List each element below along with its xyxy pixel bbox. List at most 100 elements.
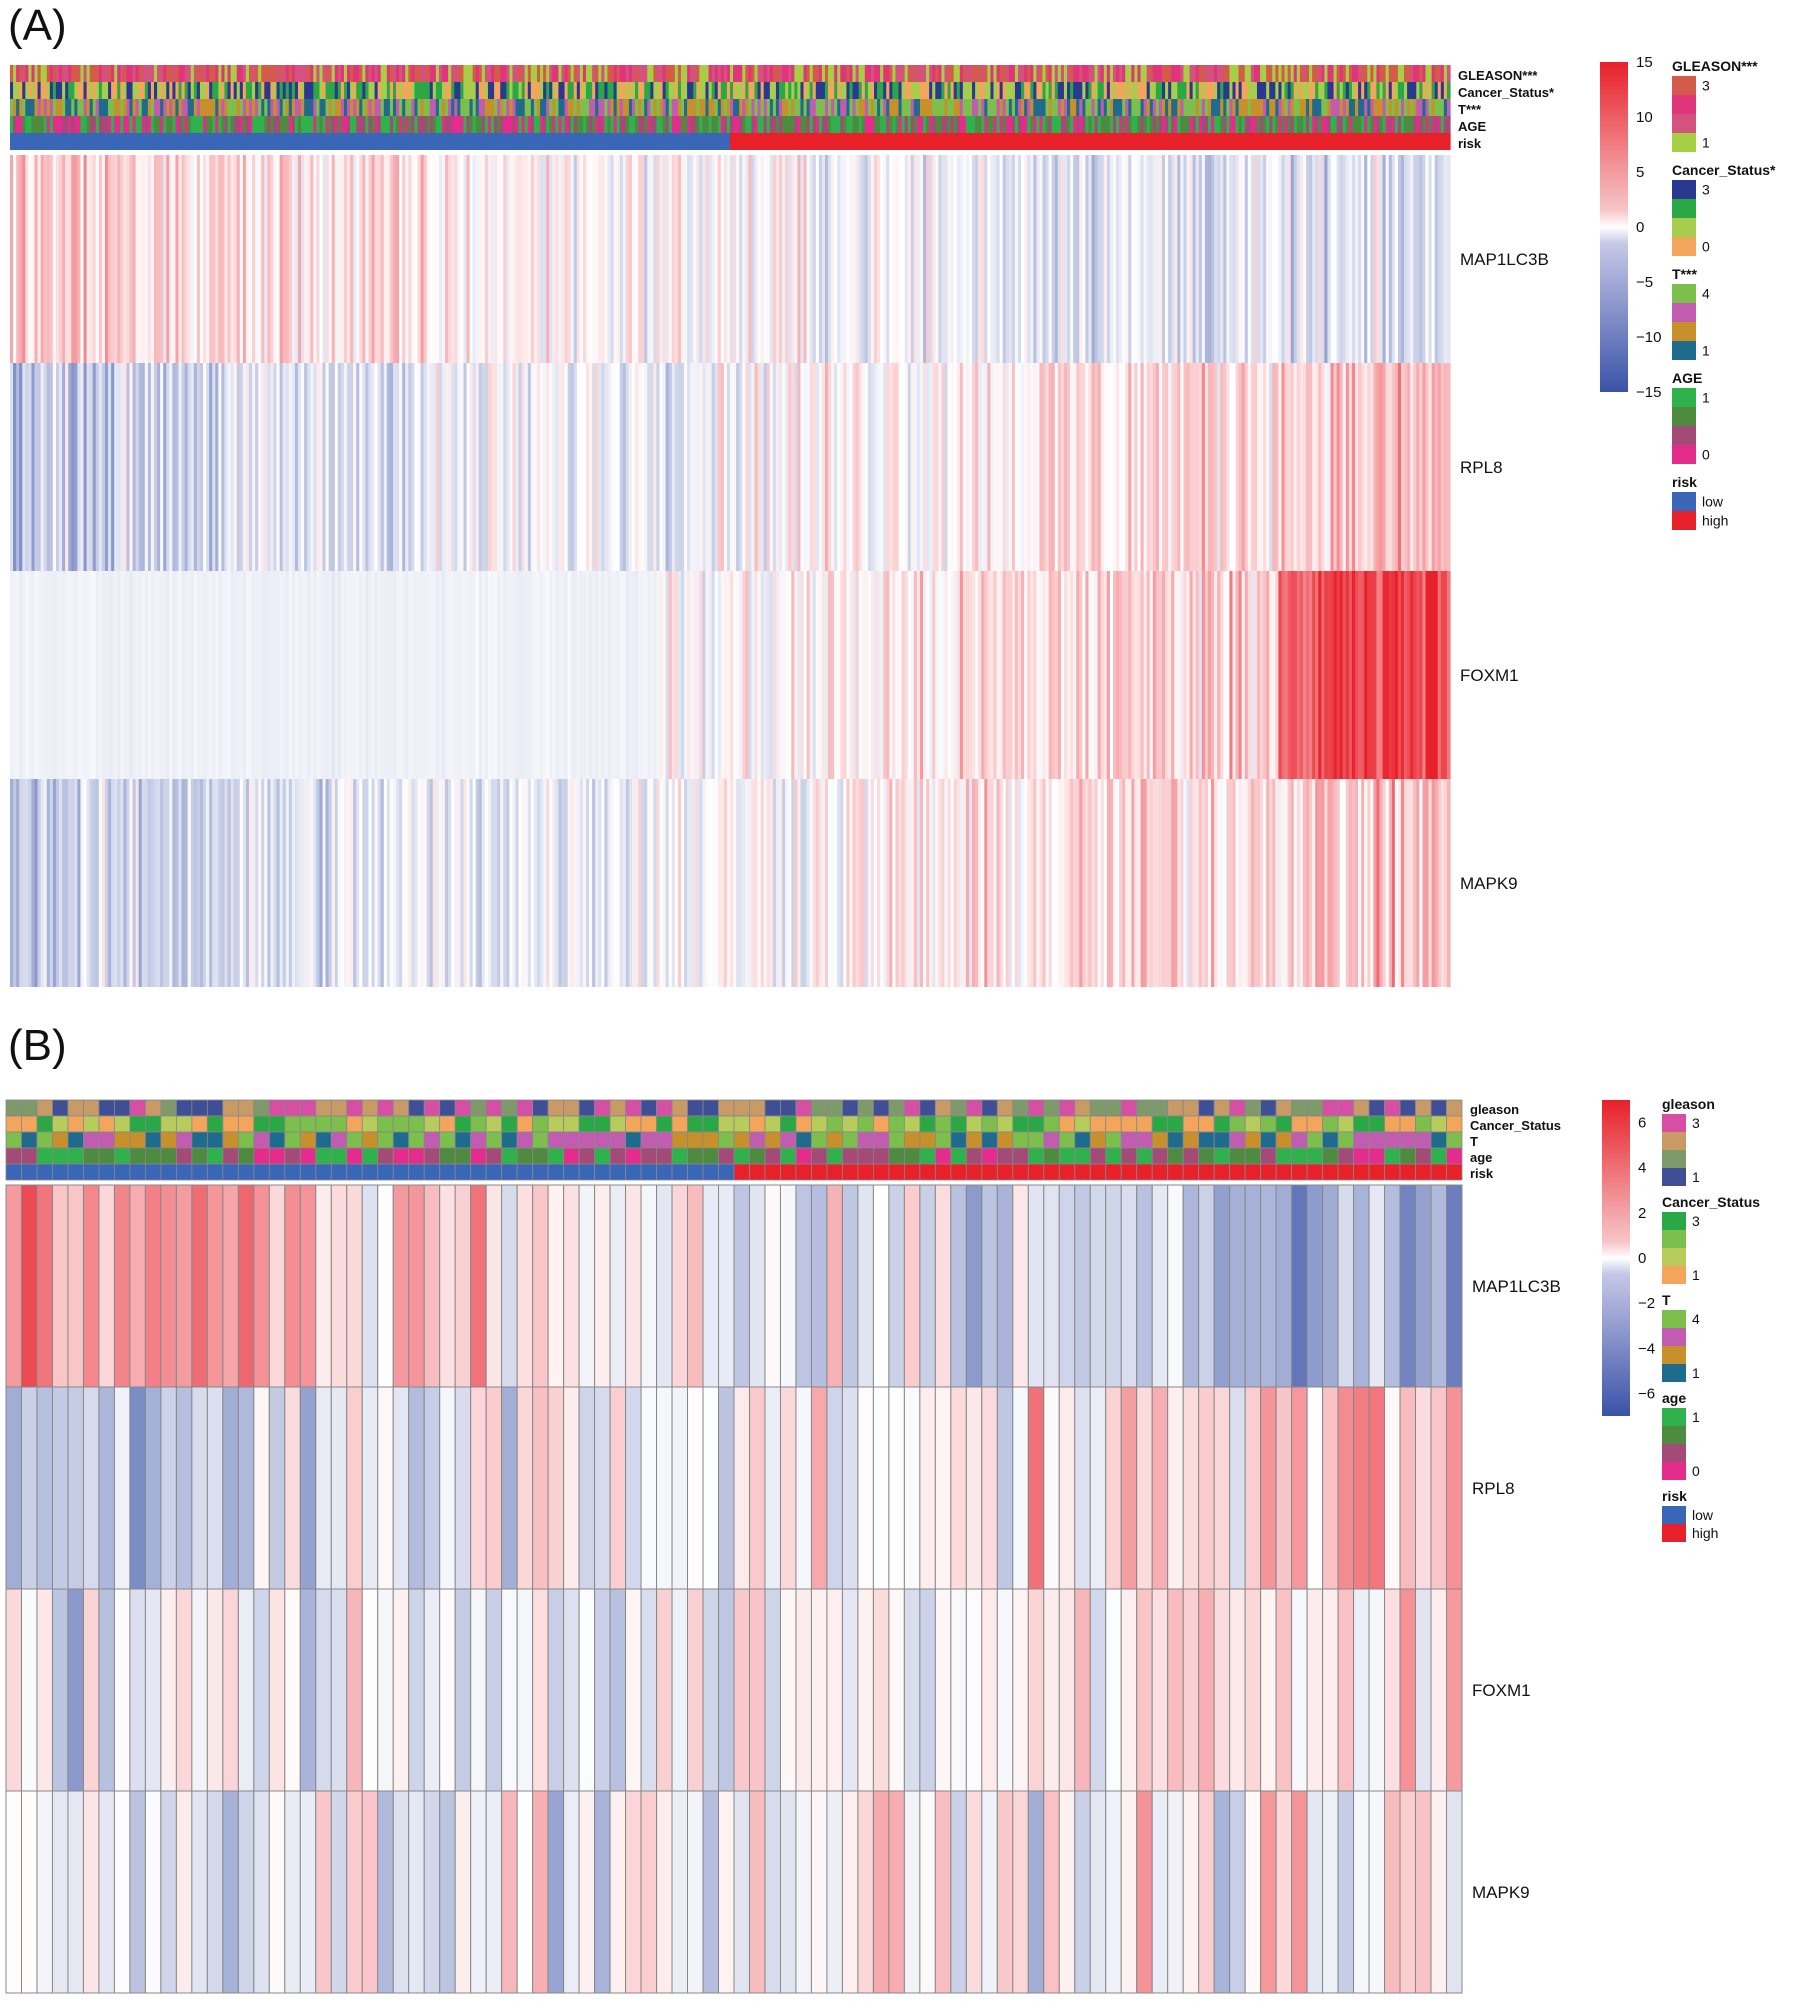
- annotation-cell: [147, 99, 152, 116]
- annotation-cell: [503, 65, 507, 82]
- heatmap-cell: [319, 571, 324, 779]
- heatmap-cell: [1103, 779, 1108, 987]
- annotation-cell: [923, 99, 927, 116]
- annotation-cell: [1024, 82, 1028, 99]
- annotation-cell: [80, 82, 85, 99]
- annotation-cell: [1217, 65, 1221, 82]
- annotation-cell: [402, 116, 406, 133]
- annotation-cell: [1195, 99, 1200, 116]
- heatmap-cell: [1425, 571, 1430, 779]
- annotation-cell: [13, 133, 17, 150]
- annotation-cell: [1309, 82, 1313, 99]
- heatmap-cell: [1223, 155, 1227, 363]
- annotation-cell: [389, 65, 394, 82]
- annotation-cell: [1186, 99, 1191, 116]
- annotation-cell: [221, 99, 226, 116]
- heatmap-cell: [1446, 779, 1451, 987]
- heatmap-cell: [239, 571, 244, 779]
- annotation-cell: [1005, 133, 1010, 150]
- heatmap-cell: [392, 363, 397, 571]
- annotation-cell: [291, 82, 296, 99]
- annotation-cell: [454, 99, 458, 116]
- heatmap-cell: [160, 363, 164, 571]
- heatmap-cell: [316, 571, 321, 779]
- heatmap-cell: [1333, 155, 1338, 363]
- heatmap-cell: [1097, 155, 1102, 363]
- annotation-cell: [117, 116, 121, 133]
- heatmap-cell: [622, 155, 627, 363]
- heatmap-cell: [625, 571, 630, 779]
- annotation-cell: [285, 133, 290, 150]
- annotation-cell: [843, 82, 848, 99]
- heatmap-cell: [1074, 1386, 1091, 1590]
- heatmap-cell: [561, 155, 566, 363]
- annotation-cell: [570, 82, 575, 99]
- annotation-cell: [334, 99, 339, 116]
- heatmap-cell: [129, 363, 134, 571]
- heatmap-cell: [497, 363, 501, 571]
- annotation-cell: [1404, 82, 1408, 99]
- heatmap-cell: [659, 779, 664, 987]
- annotation-cell: [870, 133, 875, 150]
- annotation-cell: [356, 116, 360, 133]
- heatmap-cell: [788, 571, 792, 779]
- heatmap-cell: [635, 155, 639, 363]
- annotation-cell: [1425, 133, 1430, 150]
- annotation-cell: [408, 1131, 425, 1149]
- heatmap-cell: [359, 155, 363, 363]
- heatmap-cell: [1018, 779, 1022, 987]
- annotation-cell: [132, 82, 137, 99]
- annotation-cell: [1339, 133, 1344, 150]
- annotation-cell: [1315, 82, 1319, 99]
- annotation-cell: [874, 99, 878, 116]
- annotation-cell: [475, 99, 480, 116]
- heatmap-cell: [1339, 779, 1344, 987]
- heatmap-cell: [867, 779, 872, 987]
- heatmap-cell: [1177, 779, 1181, 987]
- annotation-cell: [564, 116, 569, 133]
- annotation-cell: [484, 99, 489, 116]
- annotation-cell: [1057, 99, 1062, 116]
- annotation-cell: [589, 116, 593, 133]
- heatmap-cell: [515, 363, 520, 571]
- heatmap-cell: [491, 571, 495, 779]
- annotation-cell: [857, 1163, 874, 1181]
- heatmap-cell: [43, 779, 48, 987]
- annotation-cell: [1269, 133, 1273, 150]
- heatmap-cell: [625, 779, 630, 987]
- annotation-cell: [253, 1163, 270, 1181]
- heatmap-cell: [196, 779, 201, 987]
- heatmap-cell: [432, 363, 437, 571]
- annotation-cell: [780, 1163, 797, 1181]
- heatmap-cell: [346, 1386, 363, 1590]
- heatmap-cell: [1165, 363, 1169, 571]
- heatmap-cell: [941, 571, 946, 779]
- heatmap-cell: [144, 1386, 162, 1590]
- heatmap-cell: [325, 571, 330, 779]
- annotation-cell: [889, 133, 893, 150]
- annotation-cell: [1250, 133, 1255, 150]
- heatmap-cell: [230, 571, 235, 779]
- heatmap-cell: [687, 155, 691, 363]
- heatmap-cell: [1407, 363, 1411, 571]
- heatmap-cell: [693, 363, 697, 571]
- heatmap-cell: [227, 779, 232, 987]
- annotation-cell: [867, 82, 872, 99]
- heatmap-cell: [1039, 155, 1044, 363]
- annotation-cell: [515, 99, 520, 116]
- heatmap-cell: [264, 363, 268, 571]
- heatmap-cell: [328, 779, 333, 987]
- annotation-cell: [981, 82, 985, 99]
- annotation-cell: [1364, 116, 1368, 133]
- annotation-cell: [184, 133, 189, 150]
- heatmap-cell: [1367, 363, 1371, 571]
- annotation-cell: [1235, 82, 1240, 99]
- heatmap-cell: [913, 363, 918, 571]
- annotation-cell: [1229, 133, 1234, 150]
- annotation-cell: [1275, 133, 1280, 150]
- heatmap-cell: [301, 571, 305, 779]
- heatmap-cell: [206, 1386, 224, 1590]
- annotation-cell: [1116, 99, 1120, 116]
- heatmap-cell: [656, 1386, 673, 1590]
- annotation-cell: [209, 82, 213, 99]
